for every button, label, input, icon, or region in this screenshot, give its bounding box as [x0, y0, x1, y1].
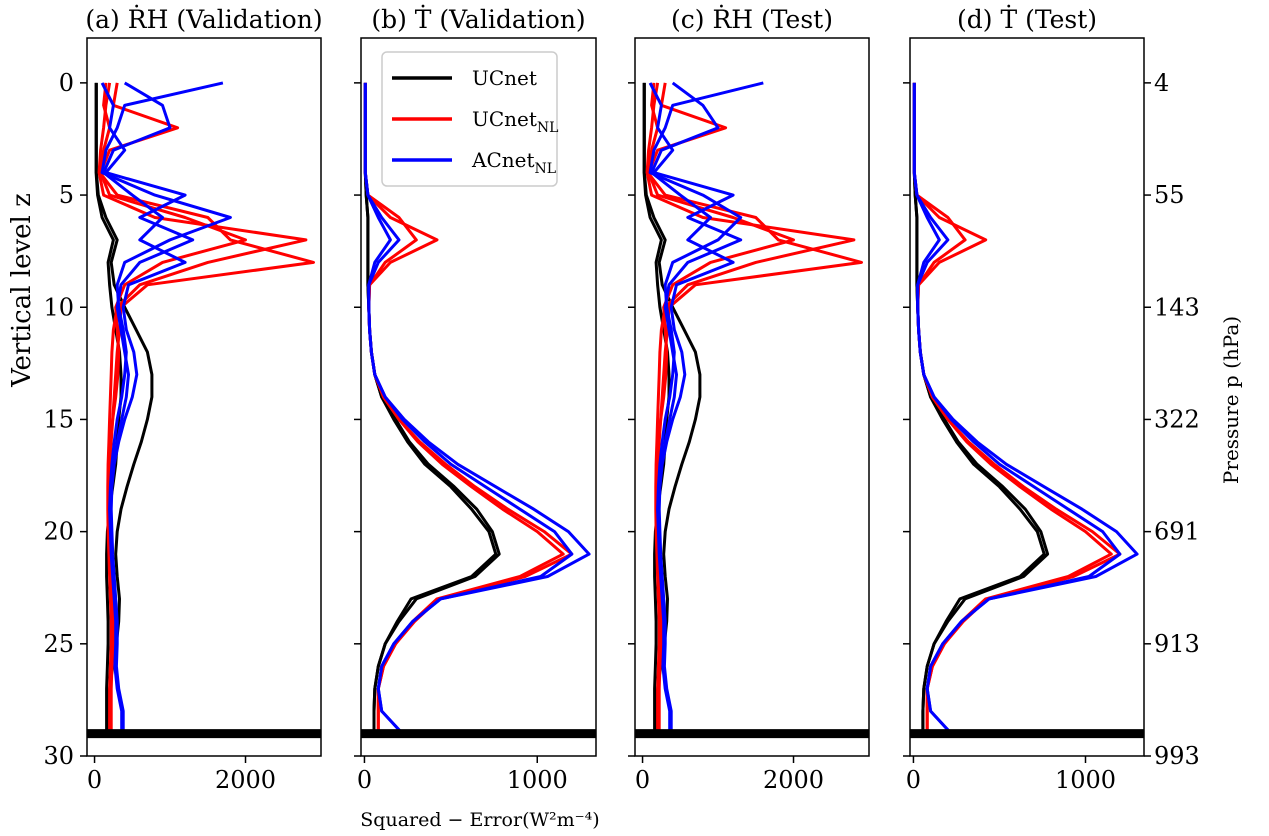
panel-title: (d) Ṫ (Test) [957, 5, 1097, 34]
x-tick-label: 0 [635, 766, 650, 794]
panel-1: 0 5 10 15 20 25 30 0 2000 (a) ṘH (Validation) [43, 5, 322, 794]
right-tick-label: 913 [1154, 630, 1200, 658]
series-line [100, 82, 195, 734]
panel-3: 0 2000 (c) ṘH (Test) [628, 5, 870, 794]
right-tick-label: 143 [1154, 293, 1200, 321]
series-line [912, 82, 1050, 734]
x-tick-label: 2000 [215, 766, 276, 794]
y-tick-label: 0 [59, 69, 74, 97]
panel-title: (c) ṘH (Test) [671, 5, 833, 34]
right-tick-label: 4 [1154, 69, 1169, 97]
panel-frame [86, 37, 322, 757]
panel-frame [634, 37, 870, 757]
series-line [98, 82, 315, 734]
right-tick-label: 55 [1154, 181, 1185, 209]
right-tick-label: 993 [1154, 742, 1200, 770]
x-tick-label: 0 [87, 766, 102, 794]
legend-box [381, 51, 558, 187]
right-axis-ticks: 4 55 143 322 691 913 993 [1144, 69, 1200, 770]
y-tick-label: 10 [43, 293, 74, 321]
y-tick-label: 25 [43, 630, 74, 658]
x-axis-label: Squared − Error(W²m⁻⁴) [360, 809, 599, 831]
panel-frame [909, 37, 1145, 757]
y-axis-label: Vertical level z [7, 193, 37, 388]
panel-frame [360, 37, 597, 757]
y-tick-label: 5 [59, 181, 74, 209]
panel-4: 0 1000 (d) Ṫ (Test) [903, 5, 1145, 794]
y-tick-label: 20 [43, 518, 74, 546]
legend-label: UCnet [472, 66, 537, 90]
series-line [648, 81, 764, 734]
panels: 0 5 10 15 20 25 30 0 2000 (a) ṘH (Validation) 0 10… [43, 5, 1145, 794]
y-tick-label: 15 [43, 405, 74, 433]
panel-title: (a) ṘH (Validation) [85, 5, 322, 34]
y-tick-label: 30 [43, 742, 74, 770]
x-tick-label: 0 [357, 766, 372, 794]
series-line [912, 82, 1046, 734]
series-line [646, 82, 863, 734]
x-tick-label: 0 [906, 766, 921, 794]
x-tick-label: 1000 [507, 766, 568, 794]
right-axis-label: Pressure p (hPa) [1219, 316, 1243, 484]
x-tick-label: 2000 [763, 766, 824, 794]
x-tick-label: 1000 [1055, 766, 1116, 794]
right-tick-label: 691 [1154, 518, 1200, 546]
series-line [363, 82, 591, 735]
panel-2: 0 1000 (b) Ṫ (Validation) [354, 5, 597, 794]
panel-title: (b) Ṫ (Validation) [371, 5, 585, 34]
series-line [912, 82, 1139, 735]
right-tick-label: 322 [1154, 405, 1200, 433]
series-line [648, 82, 743, 734]
